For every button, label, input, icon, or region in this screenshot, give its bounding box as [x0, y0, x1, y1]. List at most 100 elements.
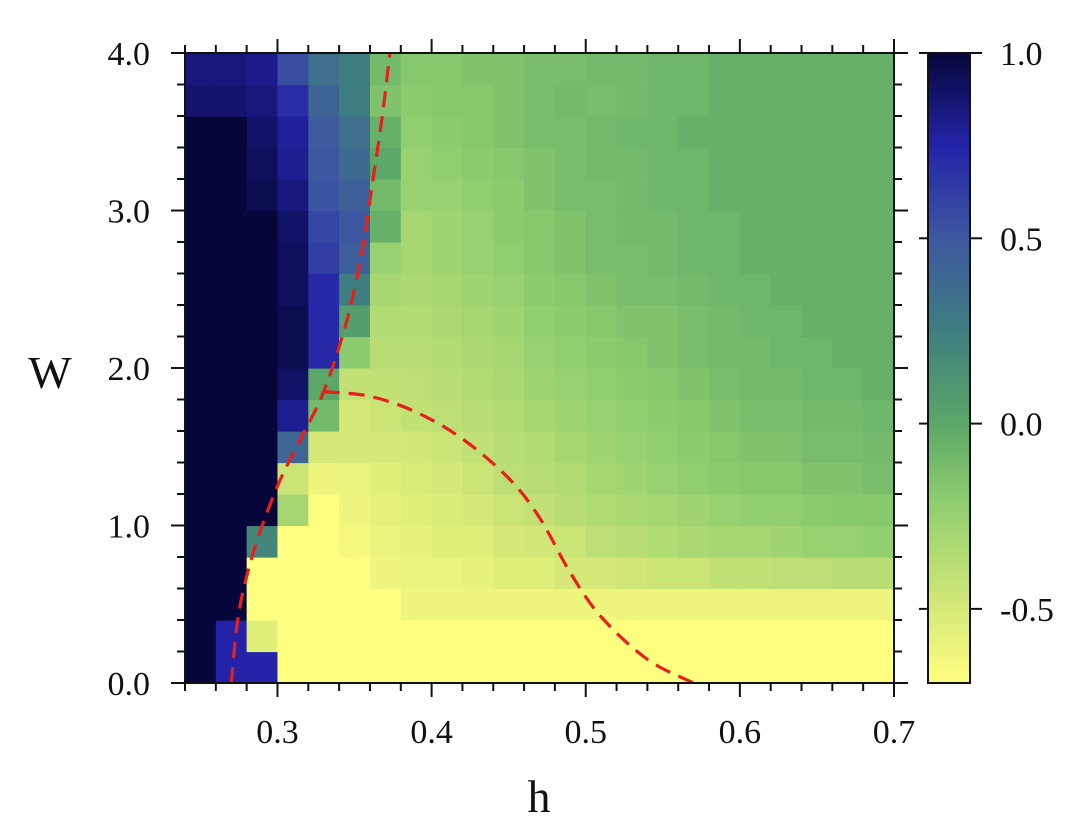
heatmap-cell	[647, 620, 679, 653]
heatmap-cell	[308, 651, 340, 683]
heatmap-cell	[678, 210, 710, 243]
heatmap-cell	[709, 53, 741, 86]
heatmap-cell	[246, 179, 279, 212]
heatmap-cell	[246, 84, 279, 117]
heatmap-cell	[308, 462, 340, 495]
heatmap-cell	[524, 431, 556, 464]
heatmap-cell	[647, 305, 679, 338]
heatmap-cell	[431, 494, 464, 527]
heatmap-cell	[308, 620, 340, 653]
colorbar-tick-label: 0.5	[1000, 221, 1043, 258]
heatmap-cell	[863, 651, 894, 683]
heatmap-cell	[308, 147, 340, 180]
heatmap-cell	[801, 525, 833, 558]
colorbar-ticks	[919, 52, 982, 610]
heatmap-cell	[493, 588, 525, 621]
heatmap-cell	[524, 525, 556, 558]
heatmap-cell	[462, 620, 494, 653]
heatmap-cell	[709, 179, 741, 212]
heatmap-cell	[215, 273, 248, 306]
heatmap-cell	[493, 368, 525, 401]
heatmap-cell	[863, 620, 894, 653]
heatmap-cell	[524, 84, 556, 117]
heatmap-cell	[246, 53, 279, 86]
heatmap-cell	[369, 179, 402, 212]
heatmap-cell	[246, 273, 279, 306]
heatmap-cell	[400, 651, 433, 683]
heatmap-cell	[369, 242, 402, 275]
heatmap-cell	[709, 588, 741, 621]
heatmap-cell	[339, 431, 371, 464]
heatmap-cell	[863, 368, 894, 401]
heatmap-cell	[647, 525, 679, 558]
heatmap-cell	[770, 431, 803, 464]
heatmap-cell	[400, 336, 433, 369]
heatmap-cell	[739, 494, 772, 527]
heatmap-cell	[277, 305, 309, 338]
heatmap-cell	[431, 53, 464, 86]
heatmap-cell	[185, 651, 217, 683]
heatmap-cell	[585, 399, 618, 432]
heatmap-cell	[246, 651, 279, 683]
heatmap-cell	[554, 336, 587, 369]
heatmap-cell	[431, 588, 464, 621]
heatmap-cell	[832, 557, 864, 590]
heatmap-cell	[462, 242, 494, 275]
heatmap-cell	[369, 557, 402, 590]
heatmap-cell	[215, 431, 248, 464]
heatmap-cell	[215, 336, 248, 369]
heatmap-cell	[339, 494, 371, 527]
heatmap-cell	[585, 84, 618, 117]
heatmap-cell	[801, 651, 833, 683]
heatmap-cell	[431, 116, 464, 149]
heatmap-cell	[554, 588, 587, 621]
heatmap-cell	[678, 336, 710, 369]
heatmap-cell	[616, 147, 648, 180]
heatmap-cell	[770, 84, 803, 117]
heatmap-cell	[185, 273, 217, 306]
heatmap-cell	[308, 305, 340, 338]
heatmap-cell	[246, 336, 279, 369]
y-tick-label: 2.0	[108, 351, 151, 388]
heatmap-cell	[585, 147, 618, 180]
heatmap-cell	[431, 84, 464, 117]
heatmap-cell	[215, 116, 248, 149]
heatmap-cell	[339, 84, 371, 117]
heatmap-cell	[739, 273, 772, 306]
heatmap-cell	[431, 147, 464, 180]
heatmap-cell	[524, 242, 556, 275]
heatmap-cell	[647, 588, 679, 621]
heatmap-cell	[863, 147, 894, 180]
heatmap-cell	[277, 462, 309, 495]
heatmap-cell	[739, 210, 772, 243]
heatmap-cell	[400, 305, 433, 338]
heatmap-cell	[524, 147, 556, 180]
heatmap-cell	[770, 399, 803, 432]
heatmap-cell	[554, 368, 587, 401]
heatmap-cell	[616, 588, 648, 621]
heatmap-cell	[801, 494, 833, 527]
heatmap-cell	[770, 557, 803, 590]
heatmap-cell	[863, 179, 894, 212]
heatmap-cell	[678, 305, 710, 338]
heatmap-cell	[369, 494, 402, 527]
heatmap-cell	[554, 242, 587, 275]
heatmap-cell	[585, 557, 618, 590]
heatmap-cell	[647, 273, 679, 306]
heatmap-cell	[431, 557, 464, 590]
heatmap-cell	[462, 557, 494, 590]
heatmap-cell	[493, 431, 525, 464]
heatmap-cell	[863, 305, 894, 338]
heatmap-cell	[554, 53, 587, 86]
heatmap-cell	[246, 305, 279, 338]
heatmap-cell	[709, 116, 741, 149]
heatmap-cell	[524, 494, 556, 527]
heatmap-cell	[863, 273, 894, 306]
heatmap-cell	[616, 179, 648, 212]
heatmap-cell	[616, 368, 648, 401]
heatmap-cell	[770, 588, 803, 621]
heatmap-cell	[616, 305, 648, 338]
heatmap-cell	[277, 557, 309, 590]
heatmap-cell	[739, 431, 772, 464]
heatmap-cell	[246, 210, 279, 243]
